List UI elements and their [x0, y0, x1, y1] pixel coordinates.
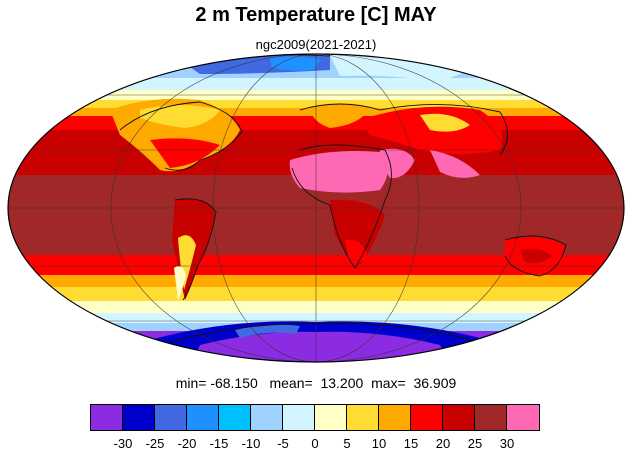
- colorbar-tick-label: 25: [467, 436, 483, 451]
- colorbar-tick-label: 0: [311, 436, 319, 451]
- colorbar-tick-label: -10: [241, 436, 261, 451]
- colorbar-swatch: [475, 405, 507, 430]
- colorbar-swatch: [411, 405, 443, 430]
- colorbar-tick-label: 30: [499, 436, 515, 451]
- colorbar-swatch: [155, 405, 187, 430]
- colorbar-tick-label: 20: [435, 436, 451, 451]
- colorbar-tick-label: -20: [177, 436, 197, 451]
- colorbar-tick-label: 10: [371, 436, 387, 451]
- world-temperature-map: [7, 53, 625, 363]
- colorbar-swatch: [187, 405, 219, 430]
- colorbar: [90, 404, 540, 431]
- colorbar-swatch: [443, 405, 475, 430]
- colorbar-swatch: [507, 405, 539, 430]
- mean-label: mean=: [269, 375, 313, 391]
- plot-subtitle: ngc2009(2021-2021): [255, 37, 377, 52]
- colorbar-swatch: [315, 405, 347, 430]
- map-border: [7, 53, 625, 363]
- max-label: max=: [371, 375, 406, 391]
- colorbar-swatch: [251, 405, 283, 430]
- min-label: min=: [175, 375, 207, 391]
- colorbar-tick-label: -15: [209, 436, 229, 451]
- colorbar-tick-label: 5: [343, 436, 351, 451]
- colorbar-swatch: [283, 405, 315, 430]
- plot-title: 2 m Temperature [C] MAY: [195, 4, 437, 26]
- temperature-field: [8, 54, 624, 362]
- mean-value: 13.200: [320, 375, 364, 391]
- colorbar-swatch: [379, 405, 411, 430]
- colorbar-labels: -30 -25 -20 -15 -10 -5 0 5 10 15 20 25 30: [0, 436, 632, 456]
- colorbar-tick-label: -25: [145, 436, 165, 451]
- colorbar-swatch: [347, 405, 379, 430]
- colorbar-swatch: [219, 405, 251, 430]
- colorbar-tick-label: -30: [113, 436, 133, 451]
- max-value: 36.909: [413, 375, 457, 391]
- colorbar-tick-label: -5: [277, 436, 289, 451]
- min-value: -68.150: [210, 375, 258, 391]
- statistics-line: min= -68.150 mean= 13.200 max= 36.909: [0, 375, 632, 391]
- colorbar-tick-label: 15: [403, 436, 419, 451]
- colorbar-swatch: [123, 405, 155, 430]
- colorbar-swatch: [91, 405, 123, 430]
